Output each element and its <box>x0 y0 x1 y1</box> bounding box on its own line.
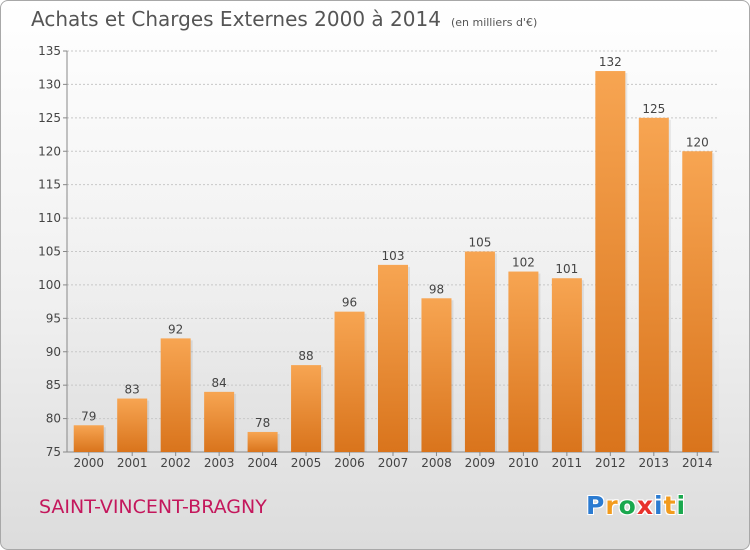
x-tick-label: 2011 <box>552 456 583 470</box>
data-label: 103 <box>382 249 405 263</box>
x-tick-label: 2013 <box>639 456 670 470</box>
logo-letter: i <box>676 491 687 520</box>
data-label: 102 <box>512 256 535 270</box>
y-tick-label: 135 <box>38 44 61 58</box>
y-tick-label: 110 <box>38 211 61 225</box>
data-label: 98 <box>429 282 444 296</box>
bar-2005 <box>291 365 322 452</box>
bars <box>73 71 715 453</box>
proxiti-logo: Proxiti <box>586 491 686 520</box>
data-label: 105 <box>468 236 491 250</box>
logo-letter: r <box>605 491 619 520</box>
bar-2006 <box>334 311 365 452</box>
y-tick-label: 95 <box>46 311 61 325</box>
logo-letter: t <box>663 491 677 520</box>
y-tick-label: 85 <box>46 378 61 392</box>
x-tick-label: 2003 <box>204 456 235 470</box>
y-tick-label: 90 <box>46 345 61 359</box>
y-tick-label: 80 <box>46 412 61 426</box>
data-label: 101 <box>555 262 578 276</box>
data-label: 79 <box>81 409 96 423</box>
x-tick-label: 2002 <box>160 456 191 470</box>
bar-2009 <box>464 251 495 452</box>
logo-letter: o <box>618 491 637 520</box>
bar-2007 <box>378 264 408 452</box>
x-tick-label: 2001 <box>117 456 148 470</box>
x-tick-label: 2009 <box>465 456 496 470</box>
x-tick-label: 2012 <box>595 456 626 470</box>
chart-title-block: Achats et Charges Externes 2000 à 2014 (e… <box>31 7 537 31</box>
axes: 75 80 85 90 95 100 105 110 115 120 125 130 135 2000 20… <box>38 44 719 470</box>
y-tick-label: 120 <box>38 144 61 158</box>
y-tick-label: 75 <box>46 445 61 459</box>
data-label: 83 <box>125 383 140 397</box>
bar-2014 <box>682 151 713 452</box>
bar-2001 <box>117 398 148 452</box>
bar-2000 <box>73 425 104 452</box>
y-tick-label: 125 <box>38 111 61 125</box>
data-label: 88 <box>298 349 313 363</box>
data-labels: 79 83 92 84 78 88 96 103 98 105 102 101 132 125 120 <box>81 55 709 430</box>
data-label: 96 <box>342 296 357 310</box>
x-tick-label: 2004 <box>247 456 278 470</box>
bar-2012 <box>595 71 626 453</box>
data-label: 78 <box>255 416 270 430</box>
y-tick-label: 100 <box>38 278 61 292</box>
y-tick-label: 105 <box>38 245 61 259</box>
data-label: 120 <box>686 135 709 149</box>
x-tick-label: 2005 <box>291 456 322 470</box>
logo-letter: x <box>636 491 654 520</box>
data-label: 132 <box>599 55 622 69</box>
bar-2008 <box>421 298 452 452</box>
chart-title: Achats et Charges Externes 2000 à 2014 <box>31 7 441 31</box>
logo-letter: i <box>654 491 664 520</box>
y-tick-label: 115 <box>38 178 61 192</box>
chart-unit: (en milliers d'€) <box>450 16 538 29</box>
bar-2011 <box>551 278 582 452</box>
data-label: 92 <box>168 322 183 336</box>
bar-2002 <box>160 338 191 452</box>
town-name: SAINT-VINCENT-BRAGNY <box>39 496 267 518</box>
bar-2010 <box>508 271 539 452</box>
bar-2004 <box>247 431 278 452</box>
x-tick-label: 2000 <box>73 456 104 470</box>
y-tick-label: 130 <box>38 77 61 91</box>
x-tick-label: 2006 <box>334 456 365 470</box>
bar-2013 <box>638 117 669 452</box>
x-tick-label: 2008 <box>421 456 452 470</box>
bar-2003 <box>204 391 235 452</box>
logo-letter: P <box>586 491 606 520</box>
data-label: 125 <box>642 102 665 116</box>
x-tick-label: 2007 <box>378 456 409 470</box>
x-tick-label: 2014 <box>682 456 713 470</box>
data-label: 84 <box>211 376 226 390</box>
x-tick-label: 2010 <box>508 456 539 470</box>
